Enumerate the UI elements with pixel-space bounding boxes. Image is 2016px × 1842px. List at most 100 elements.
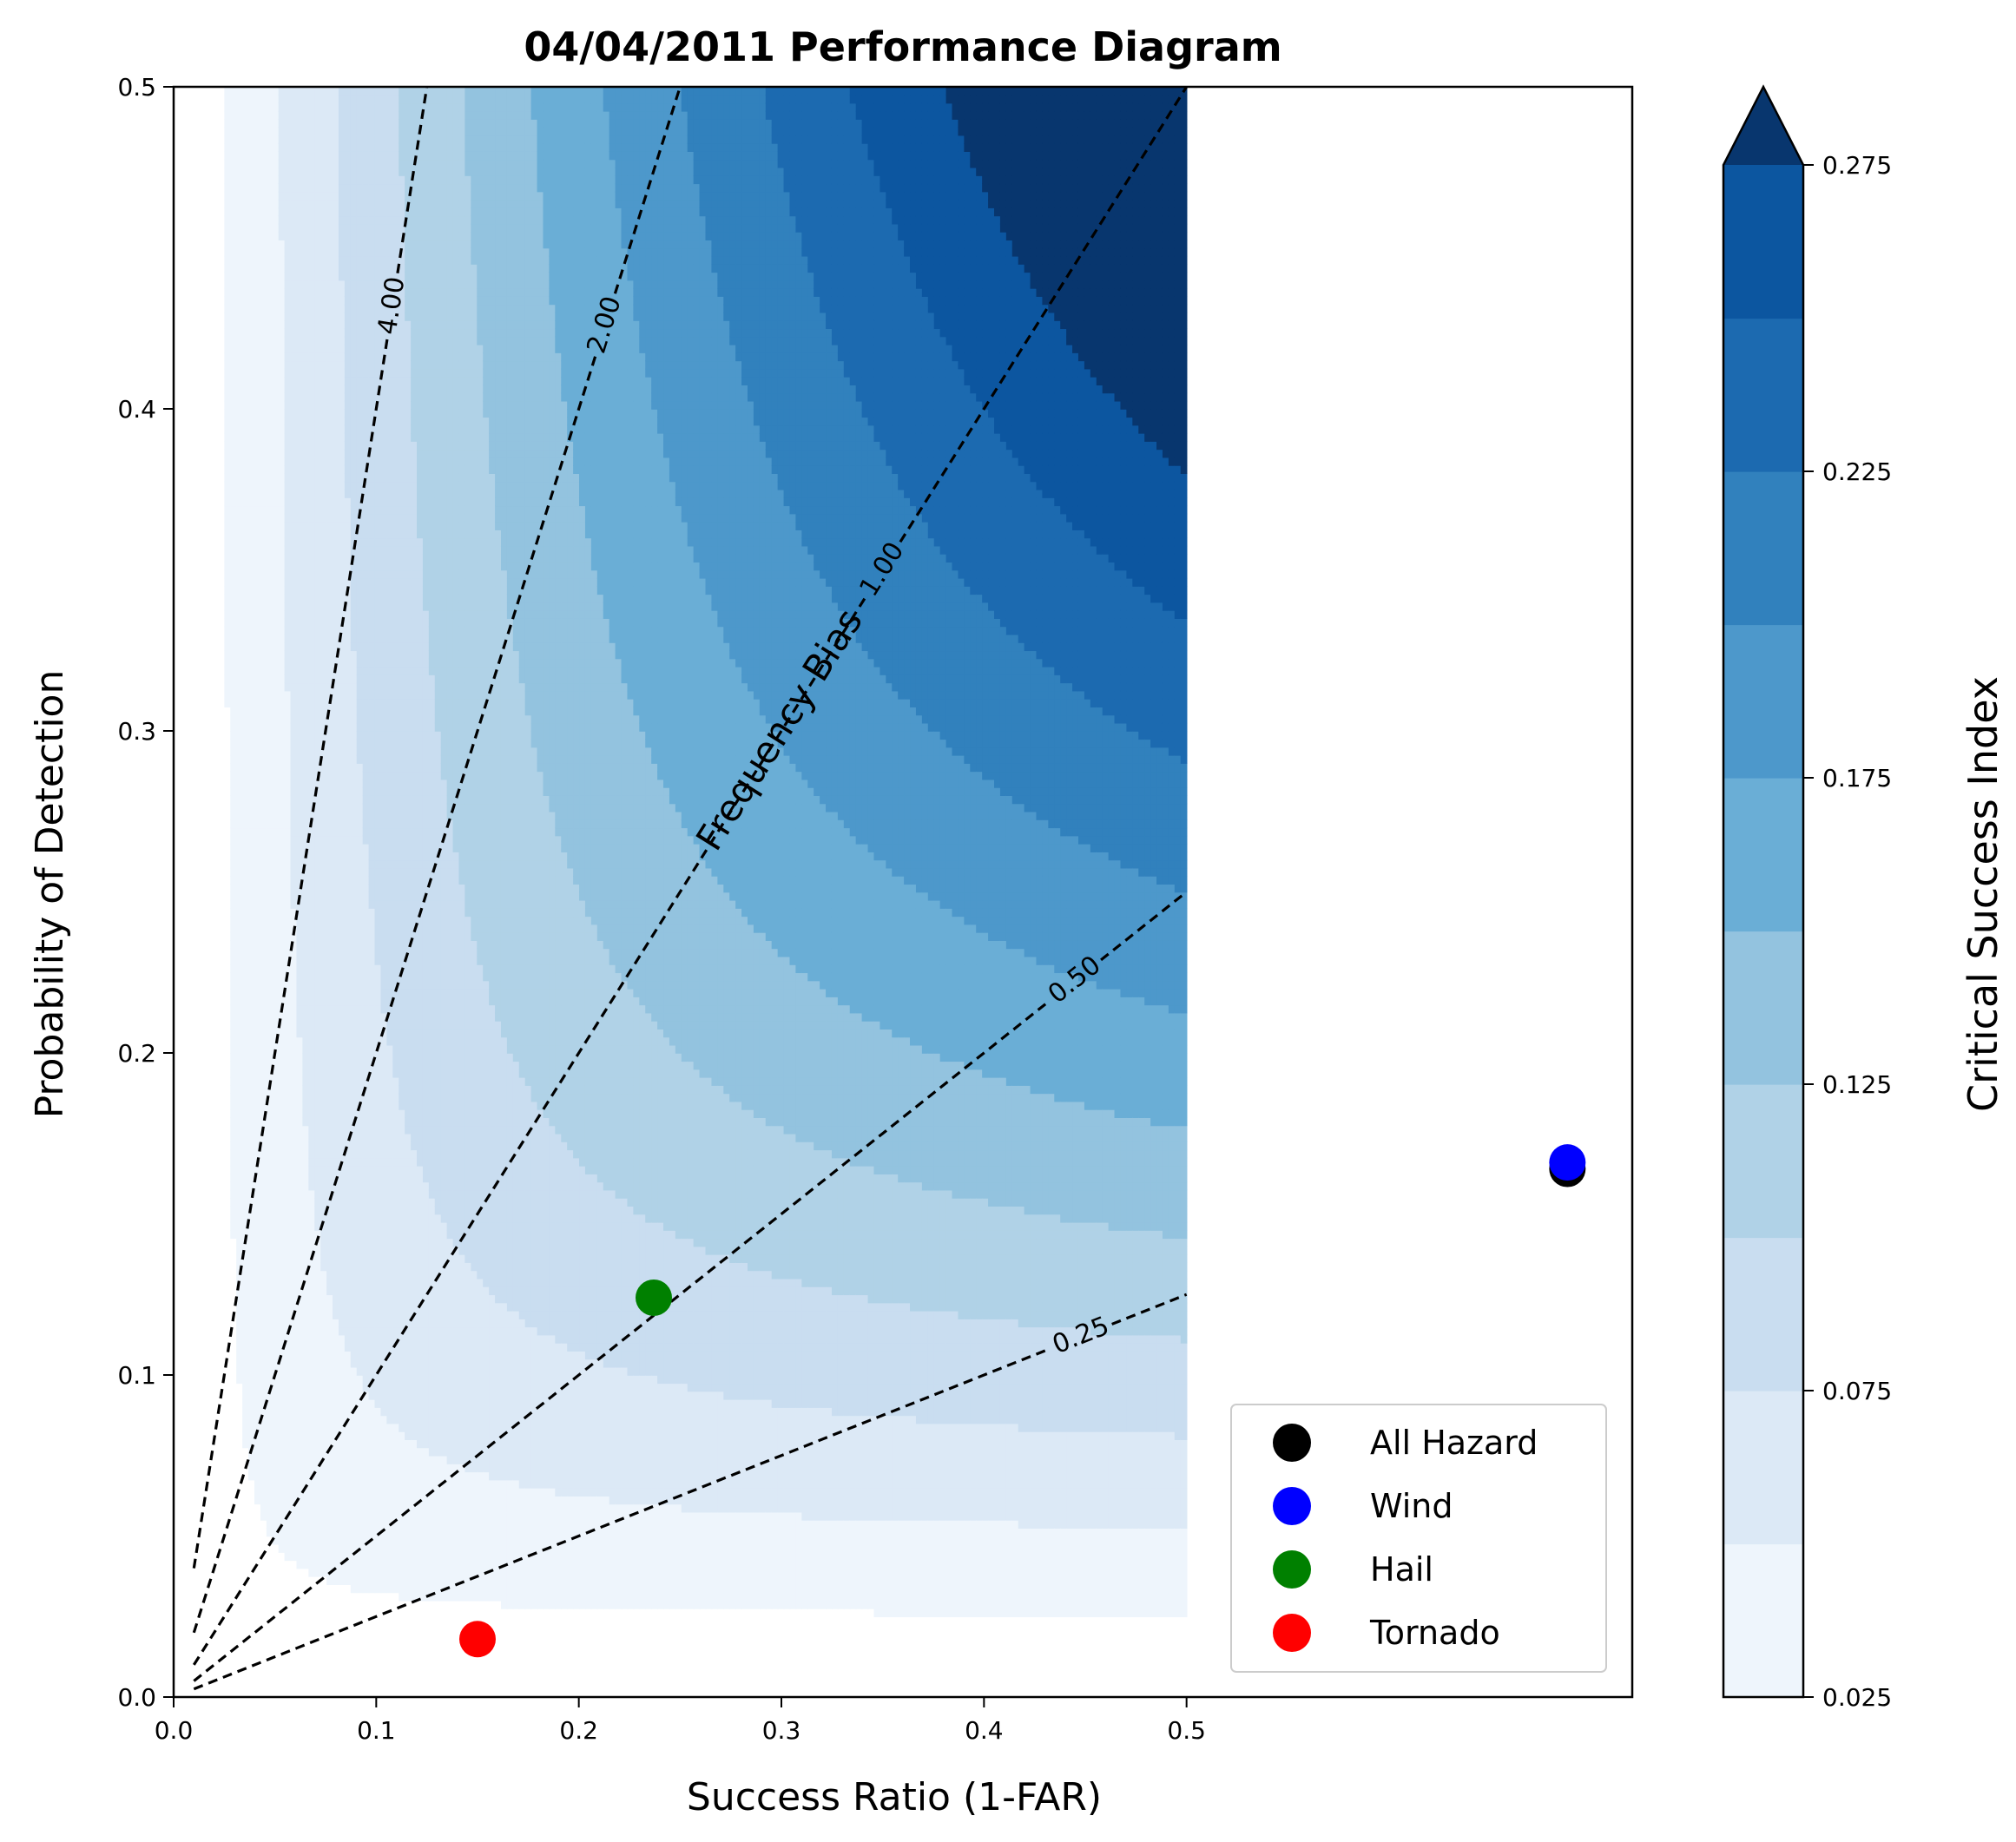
csi-cell (357, 481, 364, 490)
csi-cell (296, 618, 303, 627)
csi-cell (308, 546, 315, 555)
csi-cell (273, 1214, 280, 1223)
csi-cell (375, 957, 382, 965)
csi-cell (224, 497, 231, 506)
csi-cell (254, 892, 261, 901)
csi-cell (236, 224, 243, 233)
csi-cell (320, 1262, 327, 1271)
csi-cell (314, 103, 321, 112)
csi-cell (248, 401, 255, 410)
csi-cell (236, 739, 243, 747)
csi-cell (248, 369, 255, 378)
csi-cell (351, 1214, 358, 1223)
csi-cell (380, 932, 387, 941)
csi-cell (357, 183, 364, 192)
csi-cell (339, 981, 346, 990)
csi-cell (345, 981, 352, 990)
csi-cell (302, 940, 309, 949)
csi-cell (296, 417, 303, 425)
csi-cell (386, 957, 393, 965)
csi-cell (380, 1391, 387, 1400)
csi-cell (279, 248, 286, 257)
csi-cell (260, 168, 267, 176)
csi-cell (291, 1431, 298, 1440)
csi-cell (236, 192, 243, 201)
csi-cell (345, 763, 352, 772)
csi-cell (363, 256, 370, 265)
csi-cell (273, 417, 280, 425)
csi-cell (267, 1415, 273, 1424)
csi-cell (369, 522, 376, 530)
csi-cell (308, 1238, 315, 1247)
csi-cell (285, 352, 292, 361)
csi-cell (345, 352, 352, 361)
csi-cell (345, 780, 352, 788)
csi-cell (333, 1560, 339, 1569)
csi-cell (242, 932, 249, 941)
csi-cell (333, 1399, 339, 1408)
csi-cell (333, 377, 339, 385)
csi-cell (291, 1358, 298, 1367)
csi-cell (380, 940, 387, 949)
csi-cell (296, 337, 303, 345)
csi-cell (326, 151, 333, 160)
csi-cell (357, 1069, 364, 1078)
csi-cell (285, 280, 292, 289)
csi-cell (357, 1222, 364, 1231)
csi-cell (308, 908, 315, 917)
csi-cell (386, 1149, 393, 1158)
csi-cell (369, 780, 376, 788)
csi-cell (291, 578, 298, 587)
csi-cell (339, 1286, 346, 1295)
csi-cell (267, 522, 273, 530)
csi-cell (386, 1447, 393, 1456)
csi-cell (267, 554, 273, 562)
csi-cell (248, 1335, 255, 1344)
csi-cell (285, 1375, 292, 1384)
csi-cell (260, 795, 267, 804)
csi-cell (248, 981, 255, 990)
csi-cell (273, 908, 280, 917)
csi-cell (345, 916, 352, 924)
csi-cell (351, 369, 358, 378)
csi-cell (308, 554, 315, 562)
csi-cell (345, 433, 352, 442)
csi-cell (302, 1431, 309, 1440)
csi-cell (279, 1069, 286, 1078)
csi-cell (230, 401, 237, 410)
csi-cell (254, 1471, 261, 1480)
csi-cell (302, 1149, 309, 1158)
csi-cell (375, 852, 382, 860)
csi-cell (267, 932, 273, 941)
csi-cell (320, 1174, 327, 1182)
csi-cell (363, 1238, 370, 1247)
csi-cell (285, 119, 292, 128)
csi-cell (386, 1093, 393, 1102)
csi-cell (285, 610, 292, 619)
csi-cell (242, 328, 249, 337)
csi-cell (345, 449, 352, 457)
csi-cell (279, 1544, 286, 1553)
csi-cell (363, 328, 370, 337)
csi-cell (291, 248, 298, 257)
csi-cell (339, 578, 346, 587)
csi-cell (339, 537, 346, 546)
csi-cell (339, 1190, 346, 1199)
csi-cell (369, 95, 376, 103)
csi-cell (308, 1447, 315, 1456)
csi-cell (339, 546, 346, 555)
csi-cell (273, 795, 280, 804)
csi-cell (386, 948, 393, 957)
csi-cell (380, 667, 387, 675)
csi-cell (248, 707, 255, 715)
csi-cell (273, 385, 280, 393)
csi-cell (285, 884, 292, 892)
csi-cell (326, 667, 333, 675)
csi-cell (326, 385, 333, 393)
csi-cell (267, 1367, 273, 1376)
csi-cell (230, 626, 237, 635)
csi-cell (333, 578, 339, 587)
csi-cell (248, 1149, 255, 1158)
csi-cell (254, 1102, 261, 1110)
csi-cell (386, 417, 393, 425)
